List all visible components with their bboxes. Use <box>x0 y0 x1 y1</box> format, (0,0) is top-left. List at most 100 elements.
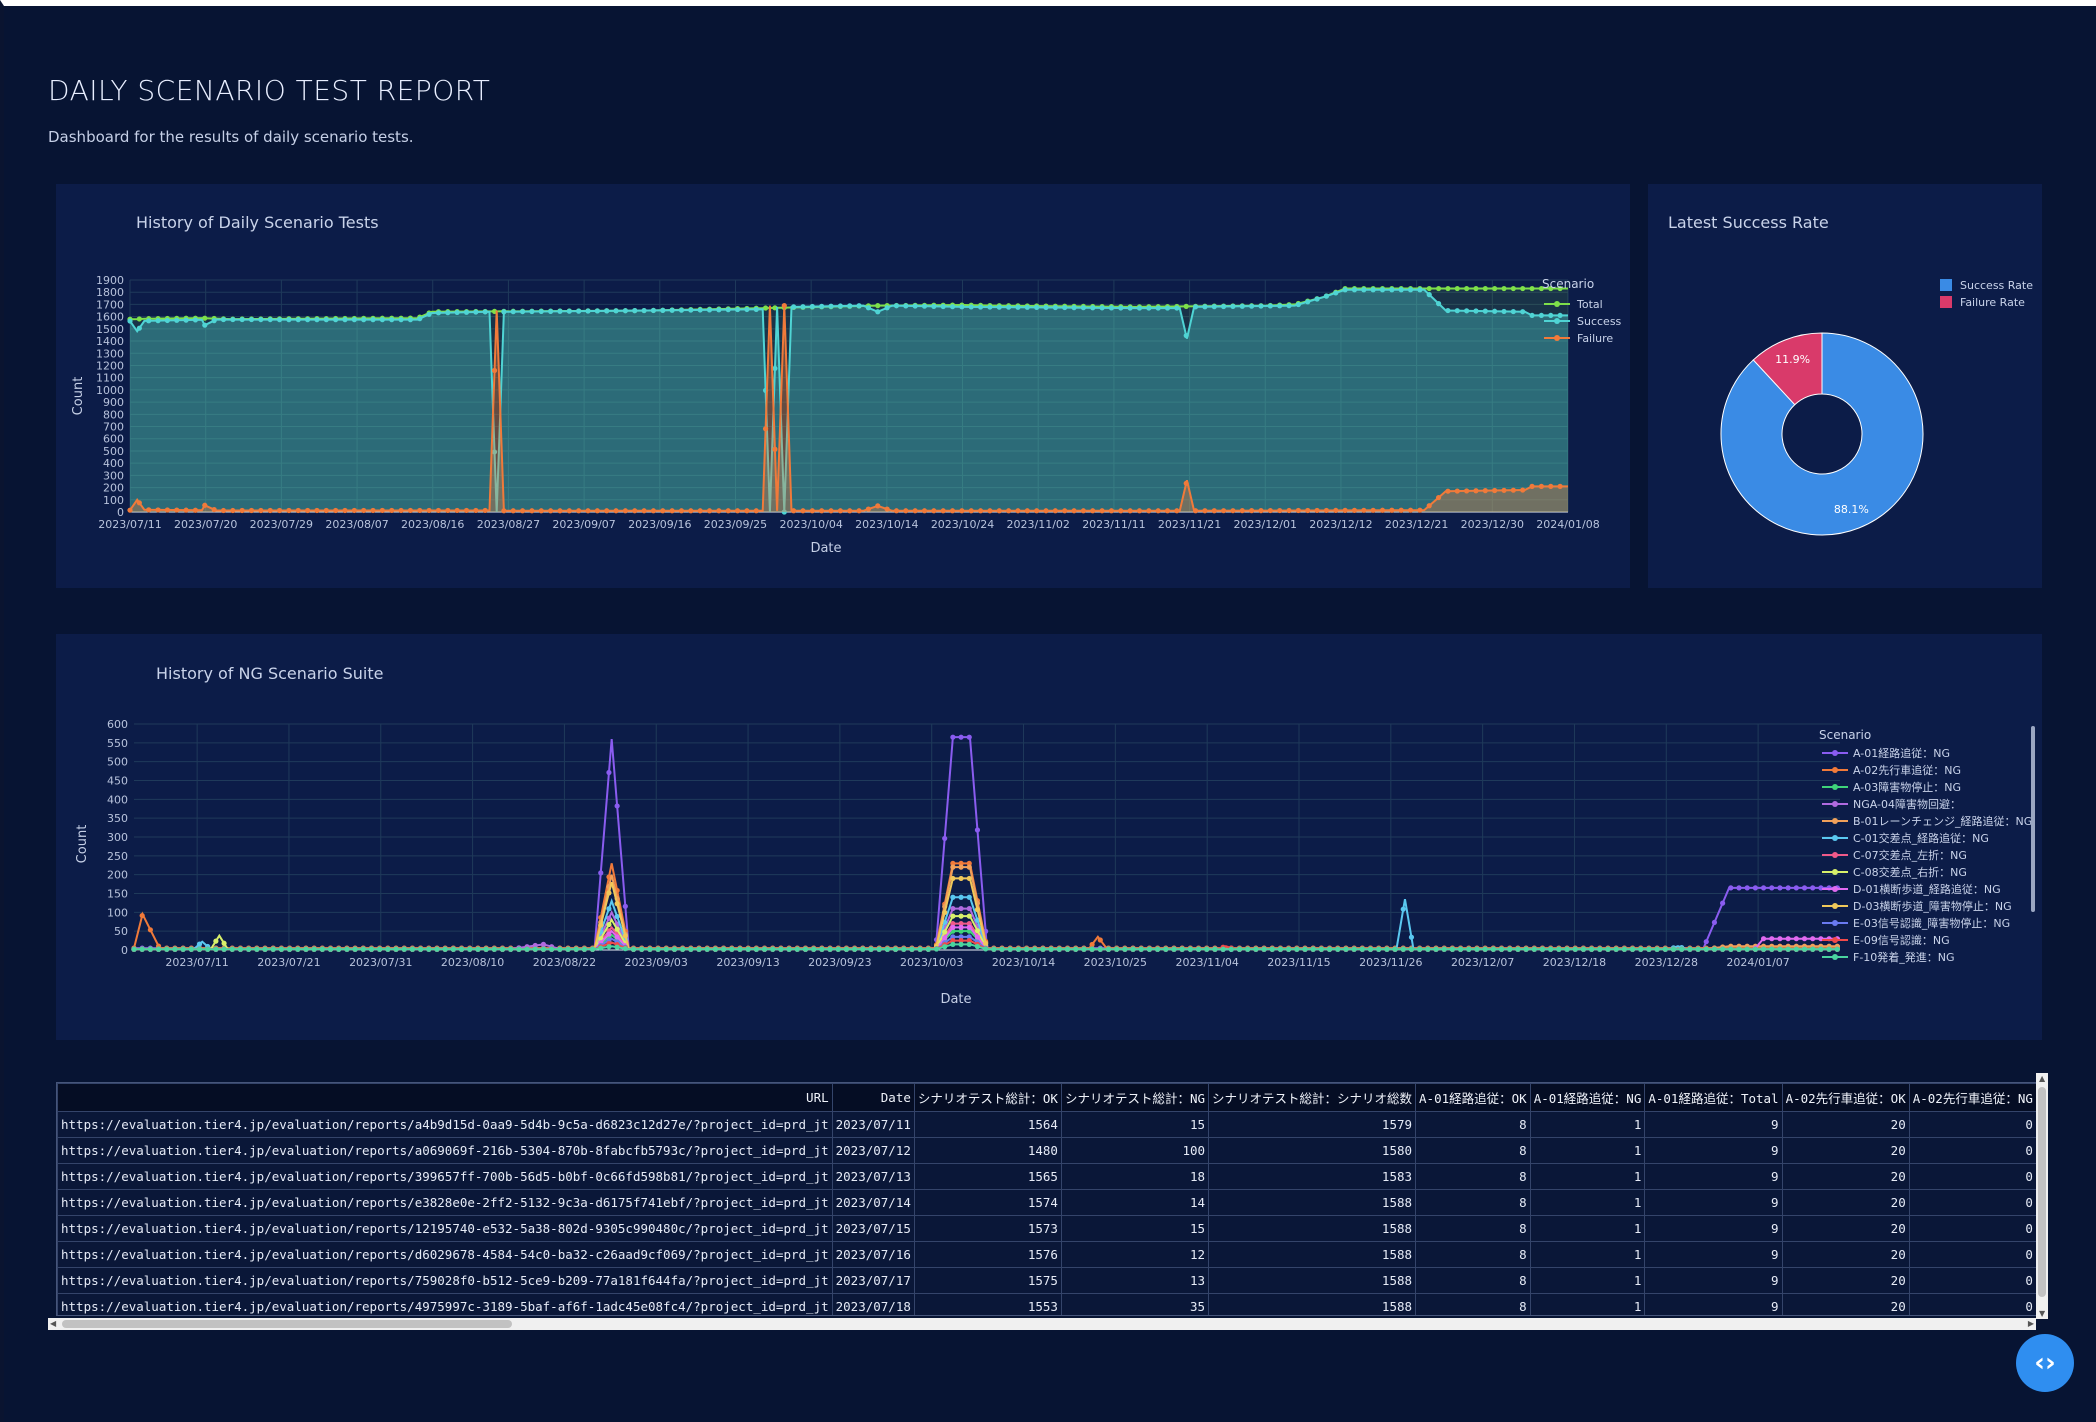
table-row[interactable]: https://evaluation.tier4.jp/evaluation/r… <box>57 1111 2047 1138</box>
table-cell[interactable]: 9 <box>1644 1189 1783 1216</box>
table-cell[interactable]: 8 <box>1415 1189 1531 1216</box>
table-cell[interactable]: 1 <box>1529 1241 1646 1268</box>
table-cell[interactable]: 1575 <box>913 1267 1062 1294</box>
table-cell[interactable]: 0 <box>1908 1111 2037 1138</box>
scroll-up-arrow-icon[interactable]: ▲ <box>2039 1074 2046 1083</box>
url-cell[interactable]: https://evaluation.tier4.jp/evaluation/r… <box>57 1293 833 1315</box>
column-header[interactable]: シナリオテスト総計：OK <box>913 1083 1062 1112</box>
table-cell[interactable]: 1579 <box>1208 1111 1417 1138</box>
column-header[interactable]: A-01経路追従：NG <box>1529 1083 1646 1112</box>
column-header[interactable]: A-01経路追従：OK <box>1415 1083 1531 1112</box>
table-cell[interactable]: 9 <box>1644 1241 1783 1268</box>
table-cell[interactable]: 12 <box>1060 1241 1210 1268</box>
column-header[interactable]: A-01経路追従：Total <box>1644 1083 1783 1112</box>
table-row[interactable]: https://evaluation.tier4.jp/evaluation/r… <box>57 1189 2047 1216</box>
table-cell[interactable]: 18 <box>1060 1163 1210 1190</box>
table-cell[interactable]: 1574 <box>913 1189 1062 1216</box>
url-cell[interactable]: https://evaluation.tier4.jp/evaluation/r… <box>57 1189 833 1216</box>
url-cell[interactable]: https://evaluation.tier4.jp/evaluation/r… <box>57 1267 833 1294</box>
history-chart[interactable]: 0100200300400500600700800900100011001200… <box>56 184 1630 588</box>
scroll-left-arrow-icon[interactable]: ◀ <box>50 1319 57 1328</box>
column-header[interactable]: シナリオテスト総計：シナリオ総数 <box>1208 1083 1417 1112</box>
table-vertical-scrollbar[interactable]: ▲ ▼ <box>2036 1073 2048 1319</box>
table-cell[interactable]: 2023/07/18 <box>831 1293 915 1315</box>
table-cell[interactable]: 0 <box>1908 1189 2037 1216</box>
table-cell[interactable]: 9 <box>1644 1111 1783 1138</box>
table-cell[interactable]: 1 <box>1529 1137 1646 1164</box>
table-cell[interactable]: 2023/07/15 <box>831 1215 915 1242</box>
table-row[interactable]: https://evaluation.tier4.jp/evaluation/r… <box>57 1163 2047 1190</box>
table-cell[interactable]: 0 <box>1908 1293 2037 1315</box>
table-cell[interactable]: 9 <box>1644 1293 1783 1315</box>
table-cell[interactable]: 20 <box>1781 1267 1910 1294</box>
url-cell[interactable]: https://evaluation.tier4.jp/evaluation/r… <box>57 1111 833 1138</box>
url-cell[interactable]: https://evaluation.tier4.jp/evaluation/r… <box>57 1163 833 1190</box>
table-cell[interactable]: 9 <box>1644 1267 1783 1294</box>
table-cell[interactable]: 20 <box>1781 1241 1910 1268</box>
table-cell[interactable]: 1588 <box>1208 1267 1417 1294</box>
table-cell[interactable]: 20 <box>1781 1111 1910 1138</box>
success-rate-donut[interactable]: 88.1% 11.9% Success Rate Failure Rate <box>1648 184 2042 588</box>
table-cell[interactable]: 1 <box>1529 1293 1646 1315</box>
table-cell[interactable]: 8 <box>1415 1163 1531 1190</box>
table-cell[interactable]: 2023/07/16 <box>831 1241 915 1268</box>
table-cell[interactable]: 100 <box>1060 1137 1210 1164</box>
column-header[interactable]: A-02先行車追従：NG <box>1908 1083 2037 1112</box>
table-cell[interactable]: 9 <box>1644 1163 1783 1190</box>
table-cell[interactable]: 1480 <box>913 1137 1062 1164</box>
table-cell[interactable]: 0 <box>1908 1163 2037 1190</box>
table-cell[interactable]: 0 <box>1908 1215 2037 1242</box>
table-cell[interactable]: 20 <box>1781 1137 1910 1164</box>
table-cell[interactable]: 8 <box>1415 1215 1531 1242</box>
table-cell[interactable]: 1576 <box>913 1241 1062 1268</box>
table-cell[interactable]: 35 <box>1060 1293 1210 1315</box>
ng-chart[interactable]: 0 50 100 150 200 250 300 350 400 450 500 550 600 2023… <box>56 634 2042 1040</box>
url-cell[interactable]: https://evaluation.tier4.jp/evaluation/r… <box>57 1241 833 1268</box>
table-cell[interactable]: 8 <box>1415 1137 1531 1164</box>
url-cell[interactable]: https://evaluation.tier4.jp/evaluation/r… <box>57 1137 833 1164</box>
table-row[interactable]: https://evaluation.tier4.jp/evaluation/r… <box>57 1241 2047 1268</box>
table-row[interactable]: https://evaluation.tier4.jp/evaluation/r… <box>57 1267 2047 1294</box>
column-header[interactable]: シナリオテスト総計：NG <box>1060 1083 1210 1112</box>
table-cell[interactable]: 8 <box>1415 1111 1531 1138</box>
table-horizontal-scrollbar[interactable]: ◀ ▶ <box>48 1318 2036 1330</box>
table-cell[interactable]: 15 <box>1060 1215 1210 1242</box>
table-cell[interactable]: 0 <box>1908 1137 2037 1164</box>
table-cell[interactable]: 0 <box>1908 1241 2037 1268</box>
table-cell[interactable]: 2023/07/17 <box>831 1267 915 1294</box>
table-cell[interactable]: 1564 <box>913 1111 1062 1138</box>
table-cell[interactable]: 1565 <box>913 1163 1062 1190</box>
table-cell[interactable]: 2023/07/11 <box>831 1111 915 1138</box>
table-horizontal-scroll-thumb[interactable] <box>62 1320 512 1328</box>
table-cell[interactable]: 1 <box>1529 1267 1646 1294</box>
table-cell[interactable]: 1553 <box>913 1293 1062 1315</box>
table-row[interactable]: https://evaluation.tier4.jp/evaluation/r… <box>57 1137 2047 1164</box>
table-cell[interactable]: 8 <box>1415 1241 1531 1268</box>
table-cell[interactable]: 2023/07/13 <box>831 1163 915 1190</box>
table-cell[interactable]: 1 <box>1529 1189 1646 1216</box>
table-cell[interactable]: 20 <box>1781 1293 1910 1315</box>
table-cell[interactable]: 14 <box>1060 1189 1210 1216</box>
table-cell[interactable]: 1588 <box>1208 1189 1417 1216</box>
table-cell[interactable]: 1588 <box>1208 1241 1417 1268</box>
report-table-container[interactable]: URL Date シナリオテスト総計：OK シナリオテスト総計：NG シナリオテスト総計… <box>56 1082 2048 1316</box>
table-cell[interactable]: 1573 <box>913 1215 1062 1242</box>
table-cell[interactable]: 9 <box>1644 1137 1783 1164</box>
table-cell[interactable]: 1 <box>1529 1163 1646 1190</box>
table-cell[interactable]: 15 <box>1060 1111 1210 1138</box>
column-header[interactable]: Date <box>831 1083 915 1112</box>
scroll-right-arrow-icon[interactable]: ▶ <box>2027 1319 2034 1328</box>
table-cell[interactable]: 1580 <box>1208 1137 1417 1164</box>
table-cell[interactable]: 9 <box>1644 1215 1783 1242</box>
url-cell[interactable]: https://evaluation.tier4.jp/evaluation/r… <box>57 1215 833 1242</box>
table-cell[interactable]: 2023/07/14 <box>831 1189 915 1216</box>
table-cell[interactable]: 1 <box>1529 1215 1646 1242</box>
code-toggle-button[interactable]: ‹› <box>2016 1334 2074 1392</box>
table-cell[interactable]: 8 <box>1415 1267 1531 1294</box>
table-cell[interactable]: 20 <box>1781 1215 1910 1242</box>
table-cell[interactable]: 20 <box>1781 1189 1910 1216</box>
table-cell[interactable]: 2023/07/12 <box>831 1137 915 1164</box>
table-cell[interactable]: 1588 <box>1208 1215 1417 1242</box>
column-header[interactable]: URL <box>57 1083 833 1112</box>
scroll-down-arrow-icon[interactable]: ▼ <box>2039 1309 2046 1318</box>
